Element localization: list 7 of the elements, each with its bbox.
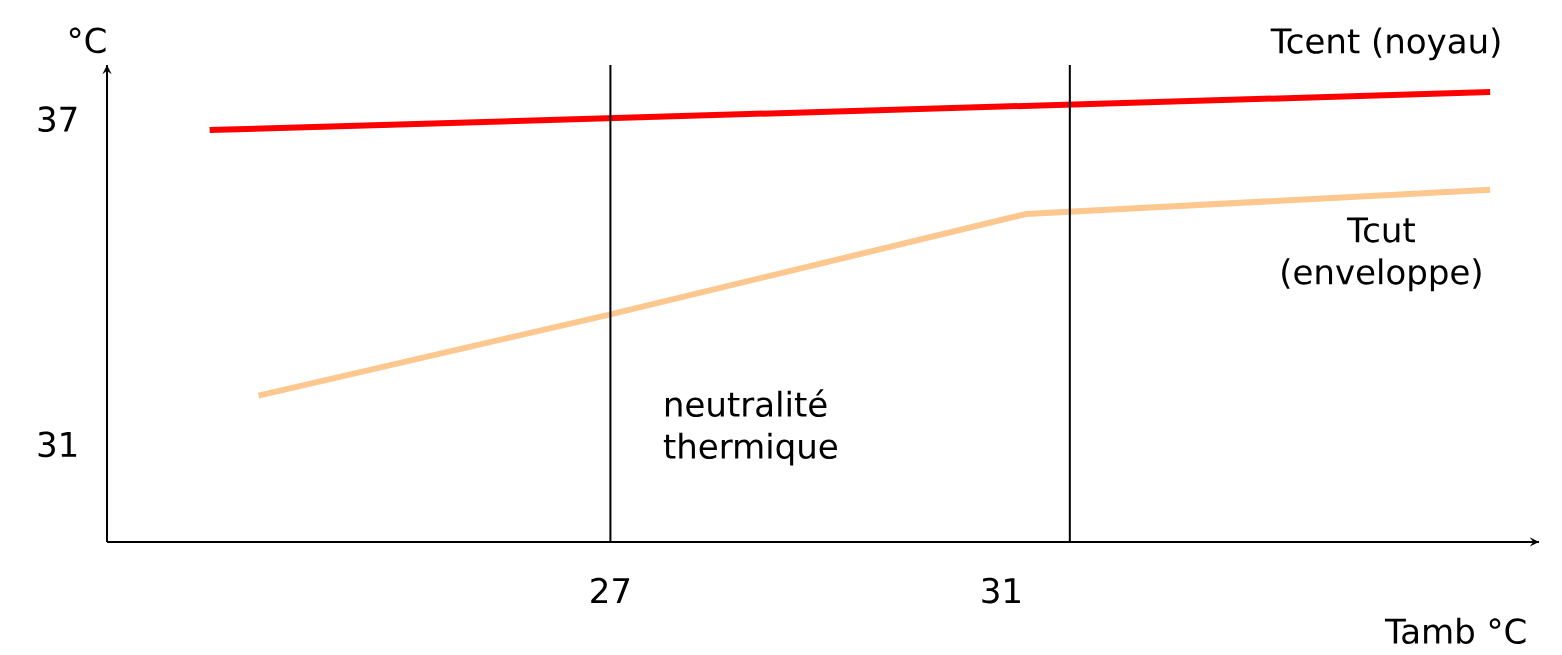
series-label: Tcut (enveloppe)	[1282, 217, 1481, 292]
x-tick-label: 27	[591, 577, 630, 603]
y-tick-label: 37	[38, 106, 77, 132]
series-label: Tcent (noyau)	[1270, 27, 1500, 61]
annotation: neutralité thermique	[663, 389, 837, 466]
x-axis-title: Tamb °C	[1384, 617, 1526, 644]
y-axis-title: °C	[69, 27, 106, 54]
